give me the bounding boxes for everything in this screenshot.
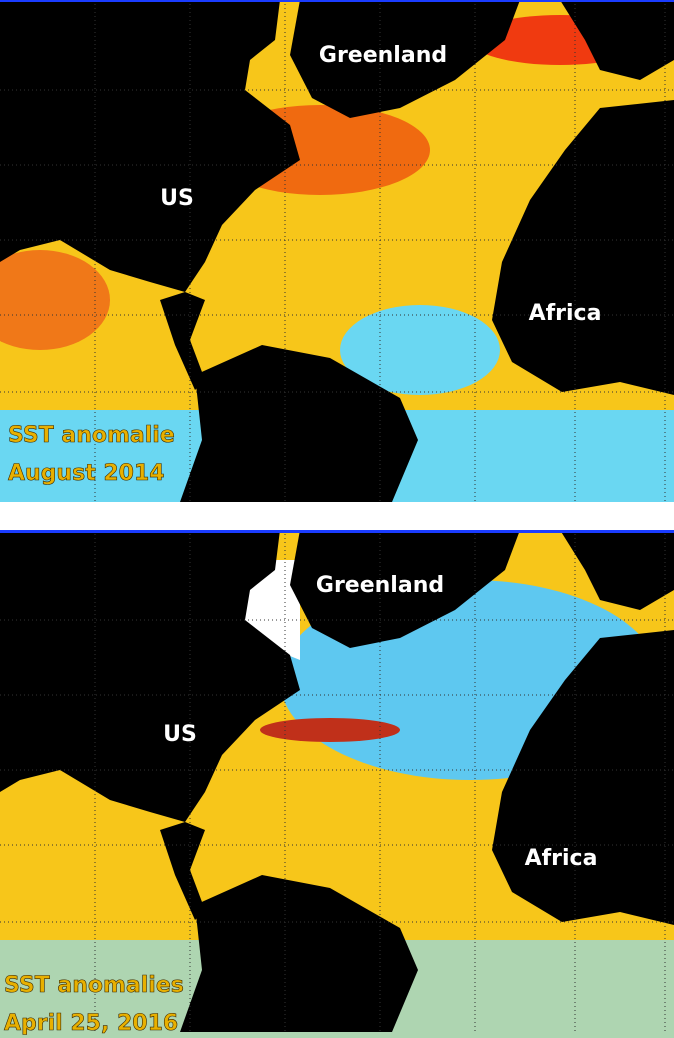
place-label: US: [160, 186, 194, 211]
caption: SST anomalies: [4, 973, 184, 998]
place-label: US: [163, 722, 197, 747]
caption: April 25, 2016: [4, 1011, 178, 1036]
caption: August 2014: [8, 461, 165, 486]
place-label: Africa: [529, 301, 602, 326]
caption: SST anomalie: [8, 423, 175, 448]
map-2016: Greenland US Africa SST anomalies April …: [0, 529, 674, 1038]
place-label: Greenland: [319, 43, 447, 68]
place-label: Africa: [525, 846, 598, 871]
map-2014: Greenland US Africa SST anomalie August …: [0, 0, 674, 503]
place-label: Greenland: [316, 573, 444, 598]
